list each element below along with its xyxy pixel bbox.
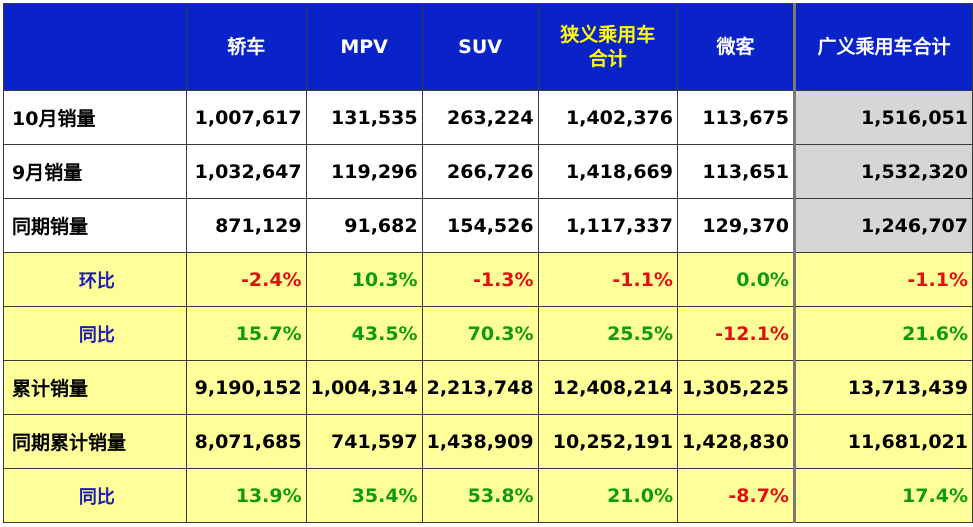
cell-value: 1,032,647	[185, 144, 307, 199]
cell-value: 10.3%	[305, 252, 423, 307]
cell-value: 1,438,909	[421, 414, 539, 469]
row-label: 同期累计销量	[3, 414, 187, 469]
cell-value: 25.5%	[537, 306, 678, 361]
cell-value: 1,305,225	[676, 360, 795, 415]
cell-value: 12,408,214	[537, 360, 678, 415]
cell-value: 1,004,314	[305, 360, 423, 415]
cell-value: 113,675	[676, 90, 795, 145]
cell-value: 871,129	[185, 198, 307, 253]
col-header-broad-total: 广义乘用车合计	[792, 3, 973, 91]
col-header-minivan: 微客	[676, 3, 795, 91]
table-row: 环比 -2.4% 10.3% -1.3% -1.1% 0.0% -1.1%	[3, 252, 973, 307]
row-label: 同比	[3, 468, 187, 523]
table-row: 同比 15.7% 43.5% 70.3% 25.5% -12.1% 21.6%	[3, 306, 973, 361]
cell-value: -2.4%	[185, 252, 307, 307]
row-label: 同比	[3, 306, 187, 361]
cell-value: 741,597	[305, 414, 423, 469]
table-row: 同期累计销量 8,071,685 741,597 1,438,909 10,25…	[3, 414, 973, 469]
table-row: 9月销量 1,032,647 119,296 266,726 1,418,669…	[3, 144, 973, 199]
cell-value: 10,252,191	[537, 414, 678, 469]
cell-value: 35.4%	[305, 468, 423, 523]
cell-value: 17.4%	[792, 468, 973, 523]
cell-value: 70.3%	[421, 306, 539, 361]
cell-value: 1,428,830	[676, 414, 795, 469]
cell-value: 21.0%	[537, 468, 678, 523]
cell-value: 119,296	[305, 144, 423, 199]
table-row: 同比 13.9% 35.4% 53.8% 21.0% -8.7% 17.4%	[3, 468, 973, 523]
col-header-narrow-total-line2: 合计	[588, 48, 627, 70]
cell-value: 8,071,685	[185, 414, 307, 469]
header-row: 轿车 MPV SUV 狭义乘用车 合计 微客 广义乘用车合计	[3, 3, 973, 91]
col-header-sedan: 轿车	[185, 3, 307, 91]
cell-value: -12.1%	[676, 306, 795, 361]
cell-value: 1,007,617	[185, 90, 307, 145]
col-header-narrow-total-line1: 狭义乘用车	[560, 24, 656, 46]
row-label: 环比	[3, 252, 187, 307]
corner-cell	[3, 3, 187, 91]
cell-value: 1,532,320	[792, 144, 973, 199]
row-label: 同期销量	[3, 198, 187, 253]
cell-value: 1,117,337	[537, 198, 678, 253]
cell-value: -1.1%	[792, 252, 973, 307]
cell-value: 13.9%	[185, 468, 307, 523]
cell-value: 263,224	[421, 90, 539, 145]
cell-value: 43.5%	[305, 306, 423, 361]
cell-value: 53.8%	[421, 468, 539, 523]
sales-table: 轿车 MPV SUV 狭义乘用车 合计 微客 广义乘用车合计 10月销量 1,00…	[3, 3, 973, 523]
cell-value: 2,213,748	[421, 360, 539, 415]
cell-value: -8.7%	[676, 468, 795, 523]
cell-value: 21.6%	[792, 306, 973, 361]
cell-value: 0.0%	[676, 252, 795, 307]
cell-value: 129,370	[676, 198, 795, 253]
cell-value: 131,535	[305, 90, 423, 145]
table-row: 累计销量 9,190,152 1,004,314 2,213,748 12,40…	[3, 360, 973, 415]
cell-value: 91,682	[305, 198, 423, 253]
cell-value: 1,246,707	[792, 198, 973, 253]
row-label: 9月销量	[3, 144, 187, 199]
col-header-narrow-total: 狭义乘用车 合计	[537, 3, 678, 91]
col-header-mpv: MPV	[305, 3, 423, 91]
cell-value: 15.7%	[185, 306, 307, 361]
table-row: 10月销量 1,007,617 131,535 263,224 1,402,37…	[3, 90, 973, 145]
cell-value: 266,726	[421, 144, 539, 199]
cell-value: 13,713,439	[792, 360, 973, 415]
cell-value: 154,526	[421, 198, 539, 253]
cell-value: 1,402,376	[537, 90, 678, 145]
cell-value: 1,516,051	[792, 90, 973, 145]
cell-value: 113,651	[676, 144, 795, 199]
cell-value: 9,190,152	[185, 360, 307, 415]
cell-value: 11,681,021	[792, 414, 973, 469]
col-header-suv: SUV	[421, 3, 539, 91]
row-label: 累计销量	[3, 360, 187, 415]
cell-value: -1.1%	[537, 252, 678, 307]
cell-value: 1,418,669	[537, 144, 678, 199]
row-label: 10月销量	[3, 90, 187, 145]
table-row: 同期销量 871,129 91,682 154,526 1,117,337 12…	[3, 198, 973, 253]
cell-value: -1.3%	[421, 252, 539, 307]
